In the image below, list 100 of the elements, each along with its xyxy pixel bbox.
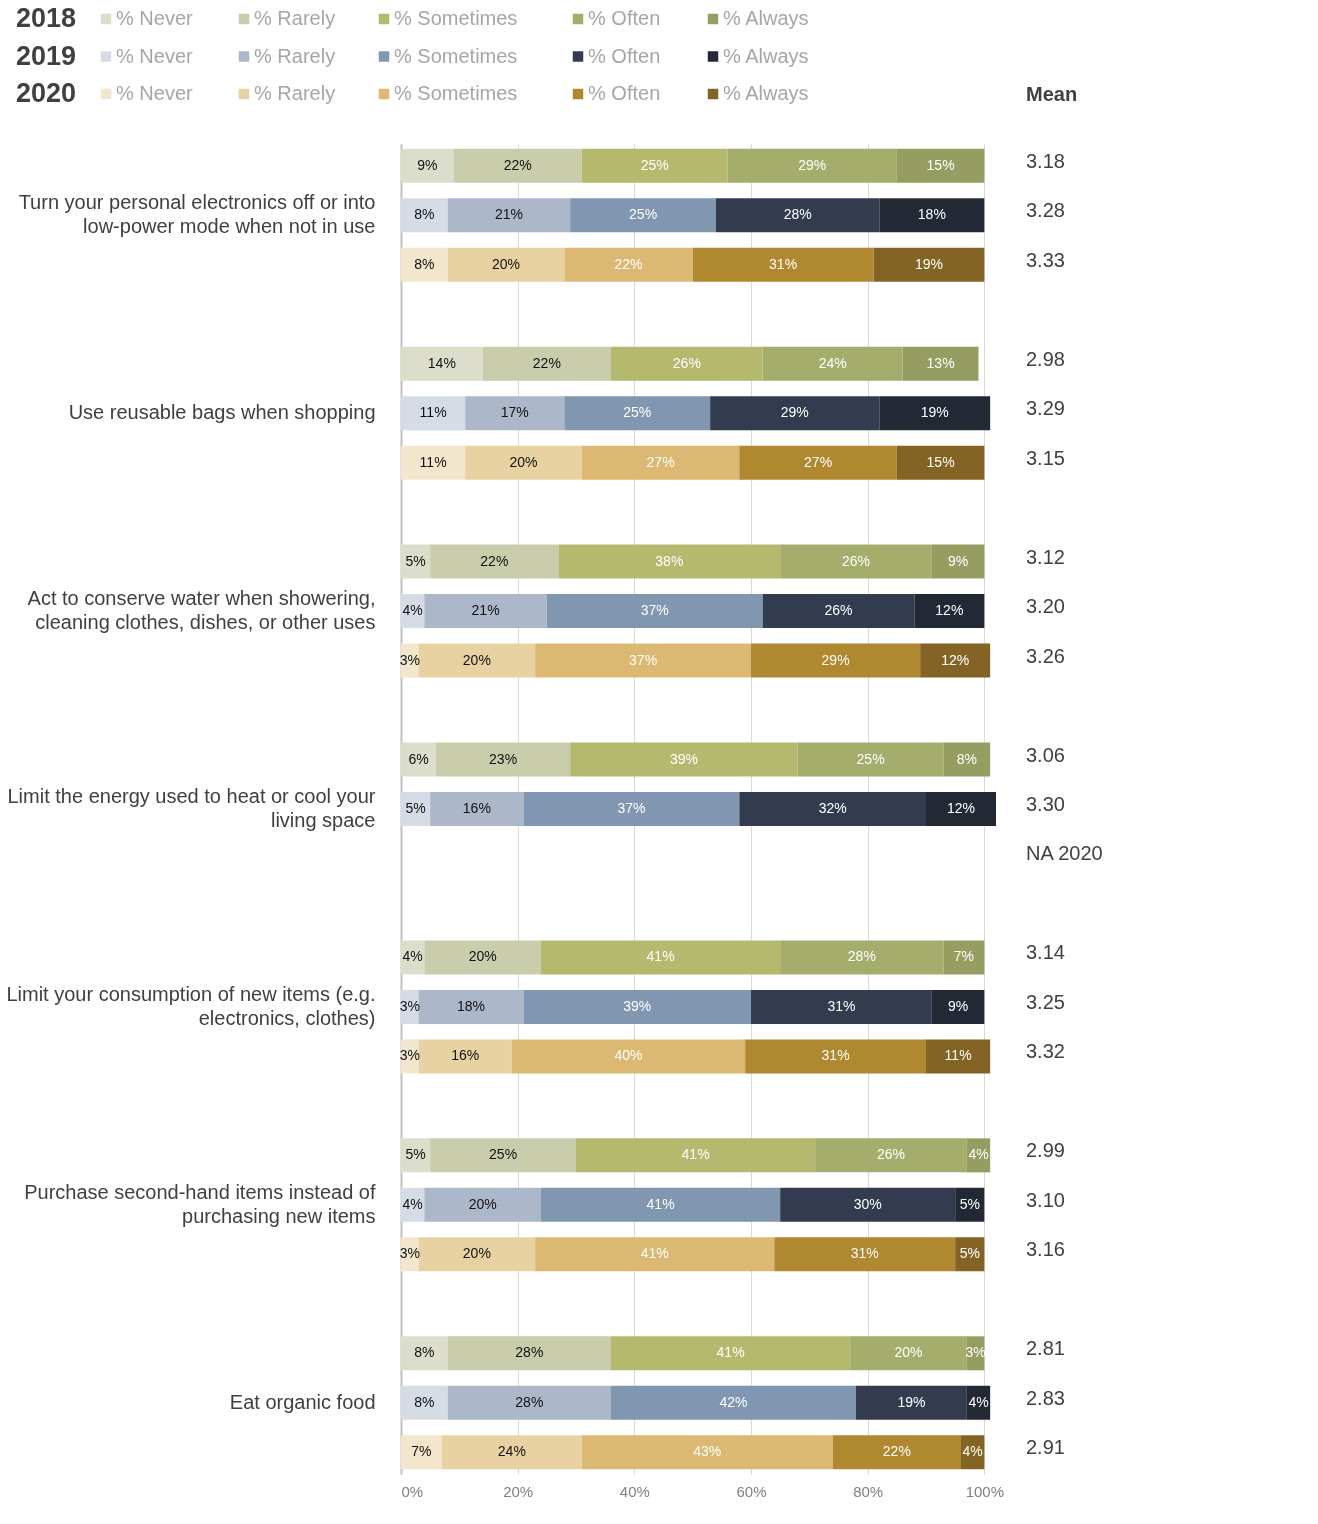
bar: [611, 1385, 856, 1420]
text: 2018: [15, 3, 76, 33]
data-label: 29%: [798, 156, 827, 173]
data-label: 4%: [402, 948, 423, 965]
legend-label: % Rarely: [254, 82, 336, 104]
data-label: 3%: [399, 651, 420, 668]
data-label: 25%: [623, 404, 652, 421]
data-label: 11%: [944, 1047, 972, 1064]
bar: [581, 445, 740, 480]
x-tick-label: 40%: [619, 1482, 650, 1500]
data-label: 38%: [655, 552, 684, 569]
data-label: 31%: [769, 255, 798, 272]
bar: [780, 1187, 956, 1222]
text: 3.30: [1026, 793, 1065, 815]
bar: [745, 1039, 926, 1074]
data-label: 26%: [824, 602, 853, 619]
data-label: 31%: [850, 1245, 879, 1262]
bar: [611, 1336, 851, 1371]
bar: [739, 792, 926, 826]
bar: [902, 346, 979, 381]
bar: [751, 643, 921, 678]
bar: [401, 1435, 442, 1470]
legend-label: % Sometimes: [394, 82, 518, 104]
bar: [943, 742, 991, 777]
data-label: 19%: [920, 404, 949, 421]
bar: [931, 544, 985, 579]
data-label: 37%: [617, 800, 646, 816]
data-label: 20%: [894, 1344, 923, 1361]
data-label: 19%: [914, 255, 943, 272]
legend-label: % Never: [116, 44, 194, 67]
data-label: 41%: [646, 1195, 675, 1212]
bar: [879, 198, 985, 233]
text: 2.99: [1026, 1139, 1065, 1162]
data-label: 20%: [509, 453, 538, 470]
data-label: 12%: [935, 602, 964, 619]
data-label: 25%: [629, 206, 658, 223]
data-label: 22%: [480, 552, 509, 569]
legend-label: % Sometimes: [394, 44, 518, 67]
x-tick-label: 100%: [965, 1482, 1005, 1500]
bar: [581, 1435, 833, 1470]
data-label: 41%: [646, 948, 675, 965]
bar: [815, 1138, 967, 1173]
data-label: 37%: [629, 651, 658, 668]
bar: [441, 1435, 582, 1470]
data-label: 26%: [672, 354, 701, 371]
data-label: 28%: [515, 1393, 544, 1410]
y-tick-label: Purchase second-hand items instead of purchasing new items: [24, 1180, 376, 1227]
data-label: 8%: [414, 1344, 435, 1361]
data-label: 8%: [414, 206, 435, 223]
y-tick-label: Act to conserve water when showering, cleaning clothes, dishes, or other uses: [27, 587, 376, 634]
data-label: 22%: [532, 354, 561, 371]
bar: [401, 396, 466, 431]
bar: [797, 742, 944, 777]
x-tick-label: 20%: [503, 1482, 534, 1500]
data-label: 41%: [716, 1344, 745, 1361]
text: 2020: [15, 78, 76, 108]
text: 3.33: [1026, 248, 1065, 271]
y-tick-label: Limit the energy used to heat or cool your living space: [7, 785, 376, 831]
legend-label: % Often: [588, 44, 661, 67]
data-label: 4%: [968, 1146, 989, 1163]
text: 3.29: [1026, 397, 1065, 420]
data-label: 4%: [962, 1443, 983, 1460]
text: 3.18: [1026, 149, 1065, 172]
bar: [751, 989, 932, 1024]
data-label: 5%: [405, 1146, 426, 1163]
data-label: 6%: [408, 750, 429, 767]
bar: [926, 792, 996, 826]
bar: [535, 1237, 775, 1272]
data-label: 5%: [405, 800, 426, 816]
text: 3.15: [1026, 446, 1065, 469]
text: 3.14: [1026, 941, 1065, 964]
data-label: 9%: [947, 552, 969, 569]
bar: [453, 148, 582, 183]
data-label: 5%: [959, 1195, 980, 1212]
data-label: 4%: [402, 602, 423, 619]
bar: [430, 792, 524, 826]
bar: [727, 148, 897, 183]
data-label: 8%: [414, 1393, 435, 1410]
data-label: 42%: [719, 1393, 748, 1410]
data-label: 4%: [402, 1195, 423, 1212]
data-label: 25%: [489, 1146, 518, 1163]
data-label: 25%: [856, 750, 885, 767]
data-label: 21%: [471, 602, 500, 619]
data-label: 7%: [411, 1443, 432, 1460]
bar: [570, 198, 716, 233]
bar: [716, 198, 880, 233]
data-label: 23%: [489, 750, 518, 767]
legend-label: % Rarely: [254, 44, 336, 67]
data-label: 7%: [953, 948, 975, 965]
data-label: 16%: [462, 800, 491, 816]
bar: [611, 346, 763, 381]
data-label: 43%: [693, 1443, 722, 1460]
bar: [564, 247, 693, 282]
y-tick-label: Eat organic food: [229, 1390, 376, 1413]
data-label: 17%: [500, 404, 529, 421]
bar: [850, 1336, 967, 1371]
text: 3.26: [1026, 644, 1065, 667]
data-label: 22%: [503, 156, 532, 173]
bar: [931, 989, 985, 1024]
bar: [856, 1385, 967, 1420]
